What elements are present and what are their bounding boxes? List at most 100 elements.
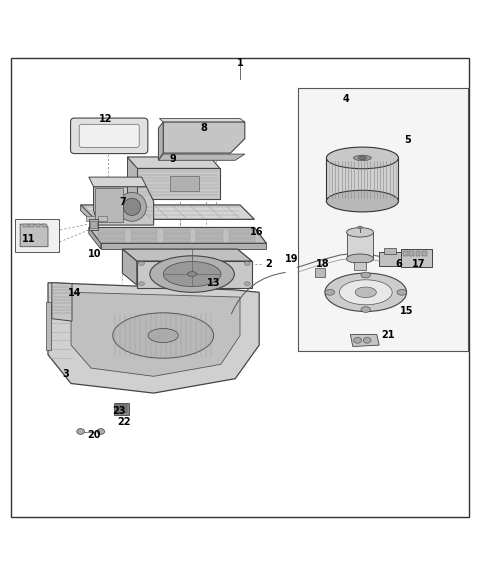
Ellipse shape xyxy=(118,193,146,221)
Bar xyxy=(98,216,107,221)
Polygon shape xyxy=(71,292,240,376)
Ellipse shape xyxy=(358,226,362,229)
Text: 10: 10 xyxy=(88,249,102,259)
Bar xyxy=(131,230,157,233)
Text: 22: 22 xyxy=(117,417,131,427)
Text: 23: 23 xyxy=(112,407,126,416)
Bar xyxy=(114,402,129,415)
Bar xyxy=(354,262,366,270)
Polygon shape xyxy=(81,205,254,219)
Polygon shape xyxy=(20,224,48,247)
Polygon shape xyxy=(326,158,398,201)
Bar xyxy=(131,239,157,242)
Ellipse shape xyxy=(326,147,398,168)
Text: 11: 11 xyxy=(22,235,36,244)
Ellipse shape xyxy=(325,273,407,312)
Bar xyxy=(116,404,127,413)
Bar xyxy=(401,249,432,267)
Polygon shape xyxy=(101,243,266,249)
Bar xyxy=(315,269,325,277)
Text: 7: 7 xyxy=(119,197,126,207)
Bar xyxy=(409,251,414,256)
Ellipse shape xyxy=(148,328,179,343)
Polygon shape xyxy=(158,154,245,160)
Polygon shape xyxy=(347,232,373,259)
Bar xyxy=(42,224,47,228)
Bar xyxy=(90,221,97,228)
Bar xyxy=(229,230,255,233)
Bar xyxy=(170,176,199,190)
Text: 19: 19 xyxy=(285,254,299,264)
Bar xyxy=(229,234,255,237)
Ellipse shape xyxy=(113,313,214,358)
Bar xyxy=(23,224,28,228)
Polygon shape xyxy=(94,187,154,225)
Bar xyxy=(196,239,223,242)
Polygon shape xyxy=(127,157,220,168)
Text: 17: 17 xyxy=(412,259,425,270)
Text: 9: 9 xyxy=(169,154,176,164)
Ellipse shape xyxy=(397,289,407,295)
Ellipse shape xyxy=(363,338,371,343)
Bar xyxy=(379,251,408,266)
Bar xyxy=(416,251,420,256)
Text: 18: 18 xyxy=(316,259,329,270)
Ellipse shape xyxy=(347,228,373,237)
Ellipse shape xyxy=(187,271,197,277)
Bar xyxy=(36,224,40,228)
Ellipse shape xyxy=(359,156,366,160)
Ellipse shape xyxy=(77,428,84,434)
Ellipse shape xyxy=(244,282,250,286)
Polygon shape xyxy=(350,335,379,347)
Bar xyxy=(164,230,190,233)
Text: 16: 16 xyxy=(250,227,264,237)
Bar xyxy=(422,251,427,256)
Ellipse shape xyxy=(97,428,105,434)
Ellipse shape xyxy=(354,338,361,343)
Bar xyxy=(196,230,223,233)
Bar xyxy=(164,234,190,237)
Bar xyxy=(46,302,51,350)
Ellipse shape xyxy=(244,262,250,266)
Ellipse shape xyxy=(325,289,335,295)
Bar xyxy=(98,239,125,242)
Text: 6: 6 xyxy=(395,259,402,270)
Polygon shape xyxy=(89,228,101,249)
Ellipse shape xyxy=(150,256,234,292)
Text: 13: 13 xyxy=(207,278,220,288)
Ellipse shape xyxy=(139,282,144,286)
Text: 1: 1 xyxy=(237,58,243,68)
Polygon shape xyxy=(89,228,266,243)
Polygon shape xyxy=(137,261,252,288)
Ellipse shape xyxy=(339,280,392,305)
Bar xyxy=(98,234,125,237)
Polygon shape xyxy=(159,118,245,122)
Ellipse shape xyxy=(361,272,371,278)
Polygon shape xyxy=(163,122,245,153)
Ellipse shape xyxy=(361,306,371,312)
Bar xyxy=(229,239,255,242)
Bar xyxy=(384,248,396,254)
Ellipse shape xyxy=(355,287,376,298)
Bar xyxy=(196,234,223,237)
Text: 20: 20 xyxy=(87,430,100,440)
FancyBboxPatch shape xyxy=(79,124,139,147)
Ellipse shape xyxy=(139,262,144,266)
Ellipse shape xyxy=(326,190,398,212)
Polygon shape xyxy=(48,283,259,393)
Text: 4: 4 xyxy=(342,94,349,104)
Polygon shape xyxy=(81,205,95,224)
Text: 8: 8 xyxy=(201,123,207,133)
Ellipse shape xyxy=(347,254,373,263)
Polygon shape xyxy=(122,249,137,285)
Polygon shape xyxy=(89,177,146,187)
Bar xyxy=(403,251,408,256)
Polygon shape xyxy=(122,249,252,261)
Bar xyxy=(95,188,123,222)
Bar xyxy=(164,239,190,242)
Ellipse shape xyxy=(163,262,221,286)
Bar xyxy=(89,219,98,230)
FancyBboxPatch shape xyxy=(71,118,148,154)
Ellipse shape xyxy=(123,198,141,216)
Ellipse shape xyxy=(353,155,372,160)
